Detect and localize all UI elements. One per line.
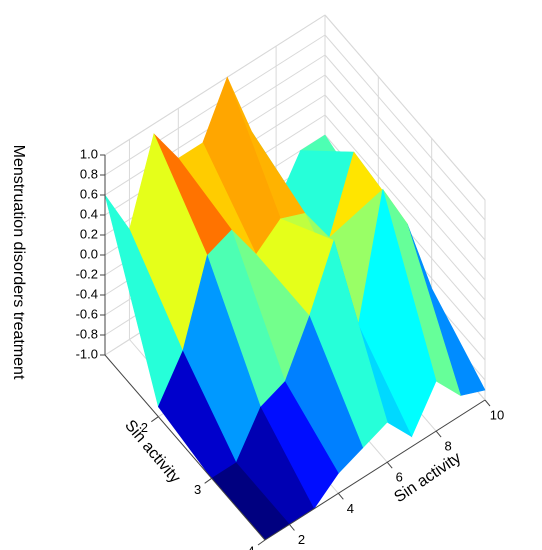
grid-line (324, 14, 486, 201)
grid-line (324, 54, 486, 241)
z-tick-label: -0.6 (76, 306, 98, 321)
x-tick-label: 4 (247, 543, 254, 550)
z-tick-label: -0.2 (76, 266, 98, 281)
x-tick (257, 539, 266, 546)
labels: -1.0 -0.8 -0.6 -0.4 -0.2 0.0 0.2 0.4 0.6 0.8 1.0 2 3… (76, 146, 505, 550)
z-tick-label: 1.0 (80, 146, 98, 161)
x-tick-label: 3 (194, 482, 201, 497)
grid-line (324, 114, 486, 301)
y-tick (289, 524, 295, 531)
z-axis-title: Menstruation disorders treatment (10, 145, 27, 380)
x-axis (104, 354, 266, 541)
surface (104, 76, 486, 541)
grid-line (324, 34, 486, 221)
x-tick (204, 477, 212, 484)
y-tick-label: 6 (396, 470, 403, 485)
z-tick-label: -0.8 (76, 326, 98, 341)
z-tick-label: 0.2 (80, 226, 98, 241)
y-tick-label: 8 (444, 439, 451, 454)
y-axis (264, 399, 486, 541)
z-tick-label: -1.0 (76, 346, 98, 361)
grid-line (324, 94, 486, 281)
y-tick-label: 2 (298, 532, 305, 547)
z-tick-label: 0.4 (80, 206, 98, 221)
z-tick-label: 0.0 (80, 246, 98, 261)
x-tick (151, 416, 159, 423)
grid-line (104, 14, 326, 156)
y-tick (337, 493, 344, 500)
grid-line (324, 74, 486, 261)
y-tick-label: 10 (490, 407, 504, 422)
y-tick (386, 461, 393, 469)
z-tick-label: 0.6 (80, 186, 98, 201)
x-tick-label: 2 (141, 420, 148, 435)
z-tick-label: 0.8 (80, 166, 98, 181)
y-tick-label: 4 (347, 501, 354, 516)
z-tick-label: -0.4 (76, 286, 98, 301)
y-tick (484, 399, 491, 407)
grid-line (104, 34, 326, 176)
y-tick (435, 430, 442, 438)
